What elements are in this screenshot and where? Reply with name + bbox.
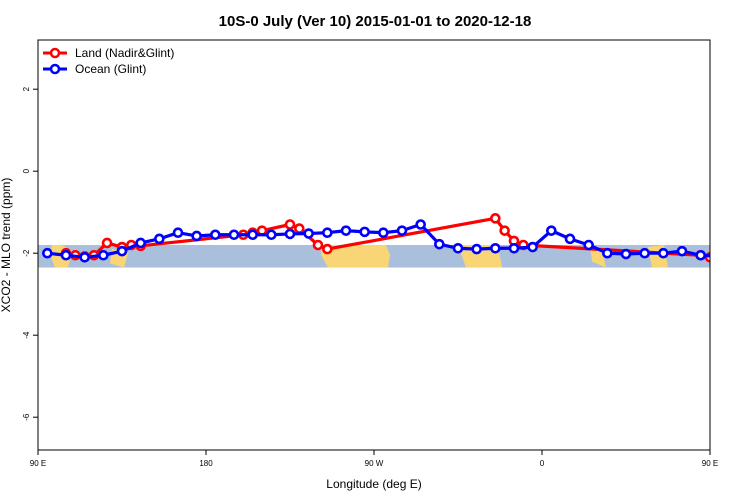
data-point [228, 229, 240, 241]
legend-land-label: Land (Nadir&Glint) [75, 46, 174, 60]
data-point [322, 243, 333, 255]
data-point [322, 227, 333, 238]
data-point [79, 251, 90, 263]
legend-ocean-marker [49, 63, 61, 75]
chart-title: 10S-0 July (Ver 10) 2015-01-01 to 2020-1… [219, 13, 532, 30]
legend: Land (Nadir&Glint) Ocean (Glint) [43, 46, 174, 76]
data-point [676, 245, 688, 257]
data-point [639, 247, 650, 259]
data-point [508, 242, 520, 254]
series-ocean [42, 219, 742, 263]
data-point [312, 239, 324, 251]
data-point [715, 252, 723, 260]
data-point [527, 241, 538, 253]
data-point [452, 242, 464, 254]
data-point [725, 239, 733, 247]
data-point [734, 251, 742, 259]
data-point [294, 223, 305, 234]
data-point [116, 245, 128, 257]
data-point [658, 247, 669, 259]
plot-frame [37, 39, 711, 451]
data-point [490, 213, 501, 224]
data-point [284, 219, 296, 230]
data-point [210, 229, 221, 241]
data-point [734, 240, 742, 248]
data-point [415, 219, 426, 230]
data-point [101, 237, 113, 249]
data-point [583, 239, 594, 251]
y-tick-label: -4 [22, 331, 31, 339]
data-point [564, 233, 576, 245]
y-tick-label: -6 [22, 413, 31, 421]
x-tick-label: 90 W [365, 459, 384, 468]
y-axis-label: XCO2 - MLO trend (ppm) [0, 178, 13, 313]
y-axis-ticks: 2 0 -2 -4 -6 [22, 86, 38, 421]
data-point [154, 233, 165, 245]
data-point [434, 238, 445, 250]
data-point [490, 242, 501, 254]
x-tick-label: 180 [199, 459, 213, 468]
data-point [172, 227, 184, 238]
data-point [471, 243, 482, 255]
x-tick-label: 90 E [702, 459, 718, 468]
y-tick-label: -2 [22, 249, 31, 257]
data-point [396, 225, 408, 236]
data-point [191, 230, 202, 242]
legend-land-marker [49, 47, 61, 59]
data-point [284, 228, 296, 240]
x-tick-label: 90 E [30, 459, 46, 468]
y-tick-label: 2 [22, 86, 31, 91]
map-band-land [321, 245, 390, 268]
data-point [247, 229, 258, 241]
series-layer [42, 213, 750, 263]
data-point [695, 249, 706, 261]
data-point [743, 241, 750, 249]
series-line [47, 222, 710, 259]
data-point [715, 251, 723, 259]
data-point [602, 247, 613, 259]
y-tick-label: 0 [22, 168, 31, 173]
data-point [266, 229, 277, 241]
data-point [303, 228, 314, 239]
data-point [378, 227, 389, 238]
x-axis-label: Longitude (deg E) [326, 477, 421, 491]
data-point [546, 225, 557, 236]
data-point [359, 226, 370, 238]
x-tick-label: 0 [540, 459, 545, 468]
x-axis-ticks: 90 E 180 90 W 0 90 E [30, 450, 718, 468]
data-point [499, 225, 510, 236]
data-point [60, 249, 72, 261]
data-point [42, 247, 53, 259]
data-point [135, 237, 146, 249]
data-point [340, 225, 352, 236]
data-point [620, 248, 632, 260]
legend-ocean-label: Ocean (Glint) [75, 62, 146, 76]
data-point [98, 249, 109, 261]
map-band [38, 245, 710, 268]
